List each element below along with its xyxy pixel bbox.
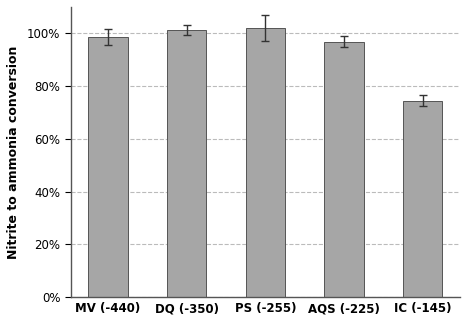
Bar [246, 28, 285, 297]
Bar [403, 100, 442, 297]
Bar [167, 30, 206, 297]
Y-axis label: Nitrite to ammonia conversion: Nitrite to ammonia conversion [7, 45, 20, 259]
Bar [88, 37, 127, 297]
Bar [325, 42, 364, 297]
